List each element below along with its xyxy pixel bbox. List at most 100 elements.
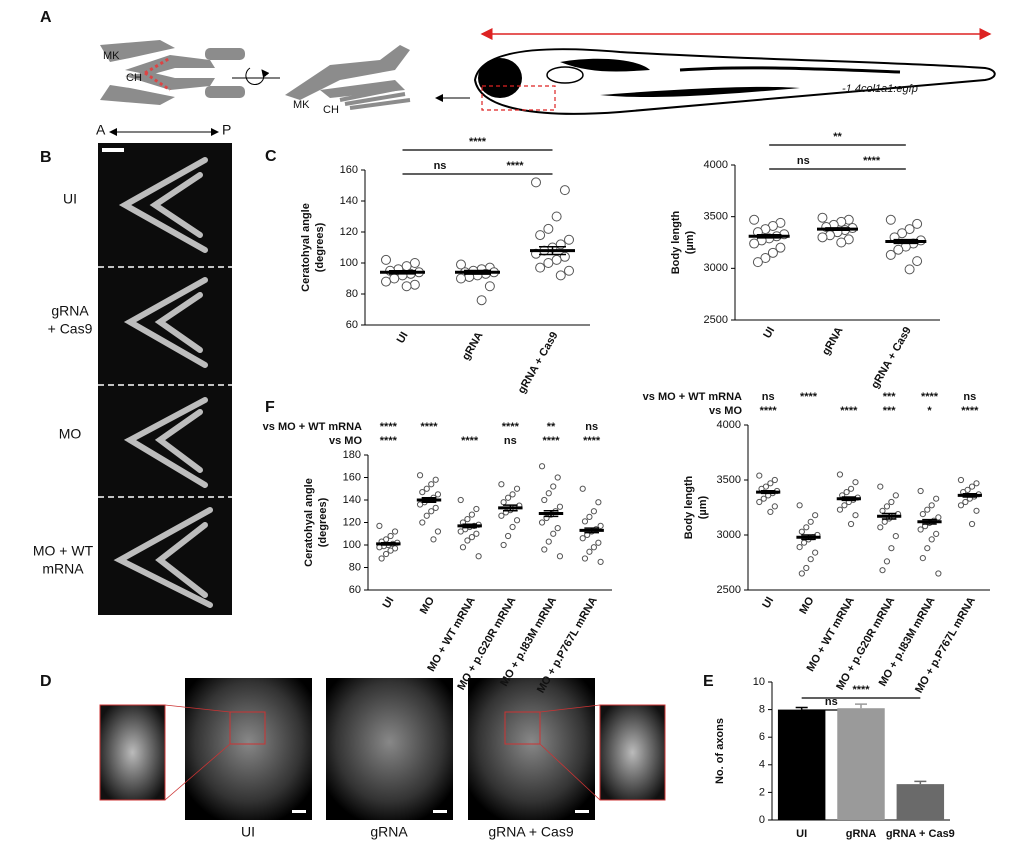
data-point [468,511,476,518]
data-point [564,265,574,276]
data-point [538,463,546,470]
y-tick-label: 2500 [717,584,741,596]
data-point [559,251,570,262]
data-point [749,214,760,225]
data-point [387,547,394,554]
data-point [767,480,774,487]
y-axis-label: (degrees) [317,497,329,547]
data-point [798,528,805,535]
data-point [581,555,589,562]
data-point [376,522,383,529]
data-point [968,483,976,490]
significance-label: ns [963,391,976,403]
x-tick-label: gRNA + Cas9 [516,330,561,396]
data-point [767,247,778,258]
data-point [919,555,926,562]
data-point [590,508,598,515]
data-point [416,501,424,508]
data-point [892,533,899,540]
significance-label: **** [420,421,438,433]
rotate-icon [245,67,270,85]
data-point [381,276,391,287]
y-tick-label: 4000 [704,159,728,171]
data-point [924,545,931,552]
data-point [836,506,844,513]
error-bar [760,490,776,495]
y-axis-label: Ceratohyal angle [303,478,315,567]
data-point [893,244,904,255]
data-point [434,528,442,535]
x-tick-label: UI [761,325,777,341]
data-point [551,211,562,222]
schematic-label: CH [126,72,142,84]
data-point [500,541,507,549]
data-point [504,532,512,540]
y-tick-label: 4 [759,759,765,771]
data-point [428,508,435,515]
data-point [545,538,552,545]
data-point [888,498,895,506]
data-point [498,512,505,519]
significance-label: ns [585,421,598,433]
data-point [883,558,891,565]
y-tick-label: 10 [753,676,765,688]
y-tick-label: 2500 [704,314,728,326]
x-tick-label: UI [395,330,411,346]
data-point [924,506,931,513]
data-point [852,512,859,519]
error-bar [962,493,978,498]
data-point [760,495,767,502]
data-point [749,238,760,249]
data-point [416,472,424,479]
error-bar [539,245,566,256]
comparison-row-name: vs MO [709,405,742,417]
data-point [928,502,935,509]
data-point [957,502,965,509]
data-point [464,537,471,544]
y-tick-label: 3000 [717,529,741,541]
error-bar [464,269,491,275]
y-axis-label: (µm) [684,230,696,254]
data-point [509,523,516,531]
data-point [459,544,467,551]
data-point [812,549,819,556]
error-bar [381,542,396,546]
data-point [796,502,803,509]
data-point [509,491,516,498]
y-tick-label: 140 [340,195,358,207]
significance-label: **** [380,421,398,433]
data-point [752,257,763,268]
y-tick-label: 3000 [704,262,728,274]
error-bar [503,504,518,512]
data-point [555,239,566,250]
data-point [535,230,546,241]
data-point [484,281,495,292]
error-bar [841,496,857,502]
data-point [817,232,828,243]
significance-label: **** [542,435,560,447]
data-point [912,218,923,229]
x-tick-label: gRNA + Cas9 [869,325,914,391]
error-bar [914,780,927,785]
y-tick-label: 0 [759,814,765,826]
data-point [543,258,554,268]
data-point [836,237,847,248]
data-point [473,530,480,537]
data-point [973,507,980,514]
y-tick-label: 60 [349,584,361,596]
data-point [419,489,426,496]
data-point [541,546,548,553]
bar [896,784,945,820]
data-point [935,570,942,577]
data-point [564,234,574,245]
significance-label: ns [825,696,838,708]
data-point [586,548,593,555]
schematic-label: CH [323,104,339,116]
data-point [541,496,548,504]
row-label: UI [63,191,77,207]
brain-images [99,678,666,820]
data-point [807,556,814,563]
data-point [807,518,814,525]
data-point [590,544,598,551]
y-axis-label: Body length [683,475,695,539]
